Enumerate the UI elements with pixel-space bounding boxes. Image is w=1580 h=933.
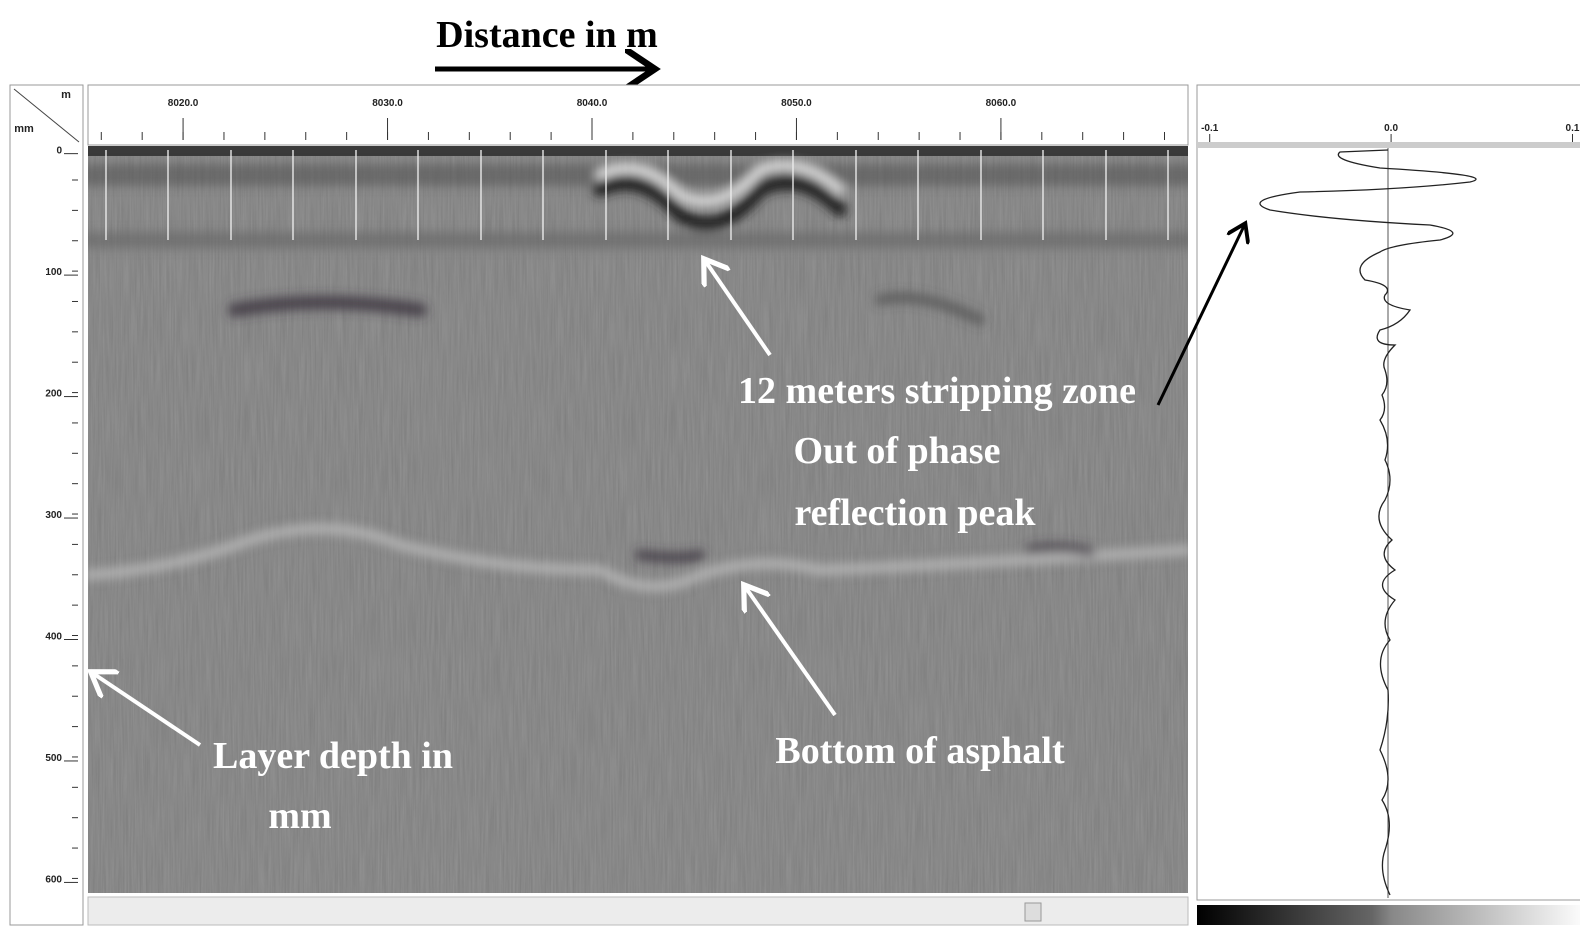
y-unit: mm (14, 123, 34, 135)
y-tick-label: 200 (45, 389, 62, 400)
screen: Distance in m m mm (0, 0, 1580, 933)
trace-tick-label: 0.1 (1566, 123, 1580, 134)
x-tick-label: 8030.0 (372, 98, 403, 109)
annotation: mm (268, 795, 331, 837)
trace-tick-label: -0.1 (1201, 123, 1219, 134)
x-unit: m (61, 89, 71, 101)
color-scale (1197, 905, 1580, 925)
y-tick-label: 500 (45, 753, 62, 764)
annotation: Bottom of asphalt (775, 730, 1065, 772)
y-tick-label: 0 (56, 146, 62, 157)
y-tick-label: 100 (45, 267, 62, 278)
trace-ruler (1197, 85, 1580, 145)
annotation: Out of phase (794, 430, 1001, 472)
trace-header-bar (1197, 142, 1580, 148)
scrollbar[interactable] (88, 897, 1188, 925)
annotation: 12 meters stripping zone (738, 370, 1136, 412)
distance-ruler (88, 85, 1188, 145)
annotation: Layer depth in (213, 735, 453, 777)
x-tick-label: 8040.0 (577, 98, 608, 109)
scroll-thumb[interactable] (1025, 903, 1041, 921)
y-tick-label: 400 (45, 631, 62, 642)
x-tick-label: 8060.0 (986, 98, 1017, 109)
x-tick-label: 8020.0 (168, 98, 199, 109)
x-tick-label: 8050.0 (781, 98, 812, 109)
annotation: reflection peak (795, 492, 1037, 534)
title: Distance in m (436, 14, 658, 56)
trace-tick-label: 0.0 (1384, 123, 1398, 134)
y-tick-label: 600 (45, 874, 62, 885)
depth-axis-panel (10, 85, 83, 925)
y-tick-label: 300 (45, 510, 62, 521)
